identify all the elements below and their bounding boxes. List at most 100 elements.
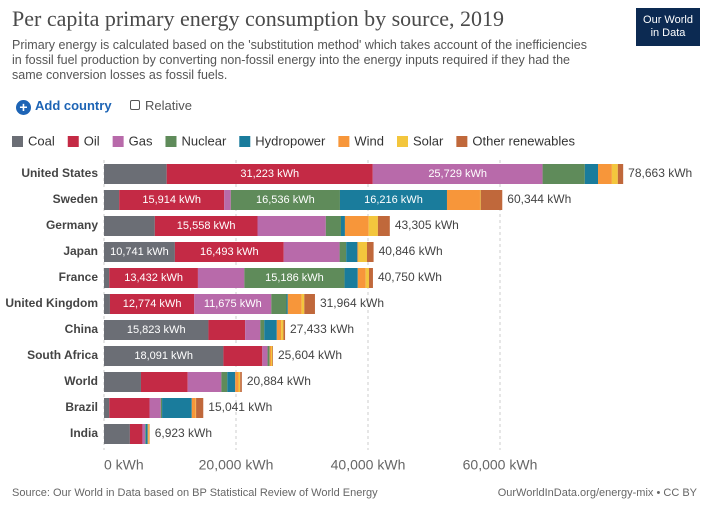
segment-label: 13,432 kWh bbox=[124, 272, 183, 284]
bar-segment bbox=[104, 372, 141, 392]
legend-label: Wind bbox=[354, 133, 384, 148]
bar-segment bbox=[372, 164, 543, 184]
bar-segment bbox=[346, 242, 358, 262]
segment-label: 25,729 kWh bbox=[428, 168, 487, 180]
toggle-label: Relative bbox=[145, 98, 192, 113]
bar-segment bbox=[269, 346, 272, 366]
bar-segment bbox=[272, 346, 273, 366]
bar-segment bbox=[480, 190, 503, 210]
y-tick-label: India bbox=[70, 426, 98, 440]
segment-label: 11,675 kWh bbox=[204, 298, 262, 310]
legend-swatch bbox=[67, 136, 79, 147]
bar-segment bbox=[194, 294, 272, 314]
footer-link[interactable]: OurWorldInData.org/energy-mix • CC BY bbox=[497, 487, 697, 499]
total-label: 6,923 kWh bbox=[155, 426, 212, 440]
bar-segment bbox=[281, 320, 284, 340]
legend-label: Oil bbox=[84, 133, 100, 148]
bar-segment bbox=[366, 242, 374, 262]
bar-segment bbox=[264, 320, 277, 340]
segment-label: 31,223 kWh bbox=[240, 168, 299, 180]
bar-segment bbox=[104, 294, 110, 314]
bar-segment bbox=[245, 320, 261, 340]
segment-label: 15,558 kWh bbox=[177, 220, 236, 232]
legend-label: Hydropower bbox=[255, 133, 326, 148]
bar-segment bbox=[224, 190, 231, 210]
bar-segment bbox=[301, 294, 305, 314]
bar-segment bbox=[344, 216, 369, 236]
bar-segment bbox=[187, 372, 222, 392]
bar-segment bbox=[129, 424, 143, 444]
bar-segment bbox=[104, 398, 110, 418]
segment-label: 15,186 kWh bbox=[265, 272, 324, 284]
bar-segment bbox=[140, 372, 188, 392]
bar-segment bbox=[154, 216, 258, 236]
bar-segment bbox=[368, 216, 378, 236]
bar-segment bbox=[104, 190, 120, 210]
bar-segment bbox=[240, 372, 242, 392]
bar-segment bbox=[104, 164, 167, 184]
bar-segment bbox=[271, 346, 273, 366]
x-tick-label: 20,000 kWh bbox=[199, 457, 274, 473]
segment-label: 16,493 kWh bbox=[200, 246, 259, 258]
bar-segment bbox=[357, 242, 359, 262]
bar-segment bbox=[617, 164, 624, 184]
bar-segment bbox=[227, 372, 236, 392]
bar-segment bbox=[267, 346, 270, 366]
bar-segment bbox=[221, 372, 228, 392]
bar-segment bbox=[365, 268, 369, 288]
legend-label: Gas bbox=[129, 133, 153, 148]
legend-swatch bbox=[239, 136, 251, 147]
bar-segment bbox=[142, 424, 146, 444]
bar-segment bbox=[104, 424, 130, 444]
bar-segment bbox=[104, 242, 175, 262]
bar-segment bbox=[223, 346, 263, 366]
y-tick-label: Japan bbox=[63, 244, 98, 258]
bar-segment bbox=[598, 164, 612, 184]
total-label: 40,750 kWh bbox=[378, 270, 442, 284]
x-tick-label: 40,000 kWh bbox=[331, 457, 406, 473]
legend-swatch bbox=[12, 136, 23, 147]
relative-toggle[interactable]: Relative bbox=[130, 98, 192, 113]
y-tick-label: China bbox=[65, 322, 99, 336]
bar-segment bbox=[160, 398, 163, 418]
total-label: 15,041 kWh bbox=[208, 400, 272, 414]
bar-segment bbox=[340, 216, 345, 236]
bar-segment bbox=[149, 398, 161, 418]
bar-segment bbox=[197, 268, 245, 288]
segment-label: 12,774 kWh bbox=[123, 298, 182, 310]
bar-segment bbox=[208, 320, 246, 340]
bar-segment bbox=[479, 190, 481, 210]
legend-swatch bbox=[165, 136, 177, 147]
logo[interactable]: Our World in Data bbox=[636, 8, 700, 46]
total-label: 60,344 kWh bbox=[507, 192, 571, 206]
y-tick-label: Brazil bbox=[65, 400, 98, 414]
bar-segment bbox=[271, 294, 287, 314]
x-tick-label: 60,000 kWh bbox=[463, 457, 538, 473]
button-label: Add country bbox=[35, 98, 112, 113]
bar-segment bbox=[147, 424, 149, 444]
y-tick-label: United States bbox=[21, 166, 98, 180]
legend-swatch bbox=[397, 136, 408, 147]
bar-segment bbox=[358, 242, 367, 262]
total-label: 31,964 kWh bbox=[320, 296, 384, 310]
bar-segment bbox=[166, 164, 373, 184]
logo-line: Our World bbox=[643, 14, 693, 26]
bar-segment bbox=[104, 268, 110, 288]
bar-segment bbox=[104, 216, 155, 236]
bar-segment bbox=[377, 216, 390, 236]
legend-label: Other renewables bbox=[472, 133, 575, 148]
segment-label: 15,914 kWh bbox=[142, 194, 201, 206]
x-tick-label: 0 kWh bbox=[104, 457, 144, 473]
source: Source: Our World in Data based on BP St… bbox=[12, 487, 378, 499]
total-label: 20,884 kWh bbox=[247, 374, 311, 388]
bar-segment bbox=[191, 398, 196, 418]
bar-segment bbox=[145, 424, 148, 444]
segment-label: 16,216 kWh bbox=[364, 194, 423, 206]
chart-title: Per capita primary energy consumption by… bbox=[12, 6, 505, 31]
bar-segment bbox=[286, 294, 288, 314]
bar-segment bbox=[357, 268, 366, 288]
bar-segment bbox=[542, 164, 585, 184]
legend-swatch bbox=[112, 136, 124, 147]
add-country-button[interactable]: + Add country bbox=[16, 98, 112, 115]
bar-segment bbox=[104, 346, 224, 366]
